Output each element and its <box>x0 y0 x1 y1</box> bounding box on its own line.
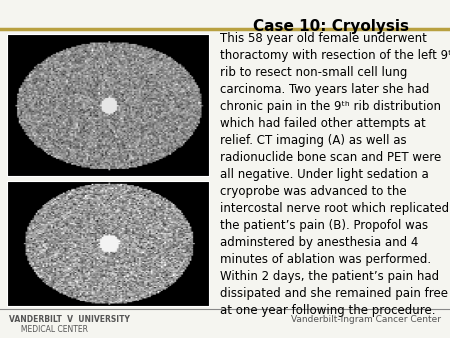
Text: This 58 year old female underwent
thoractomy with resection of the left 9ᵗʰ
rib : This 58 year old female underwent thorac… <box>220 32 450 317</box>
Text: MEDICAL CENTER: MEDICAL CENTER <box>9 325 88 334</box>
Text: Case 10: Cryolysis: Case 10: Cryolysis <box>253 19 409 33</box>
Text: VANDERBILT  V  UNIVERSITY: VANDERBILT V UNIVERSITY <box>9 315 130 324</box>
Text: Vanderbilt-Ingram Cancer Center: Vanderbilt-Ingram Cancer Center <box>291 315 441 324</box>
